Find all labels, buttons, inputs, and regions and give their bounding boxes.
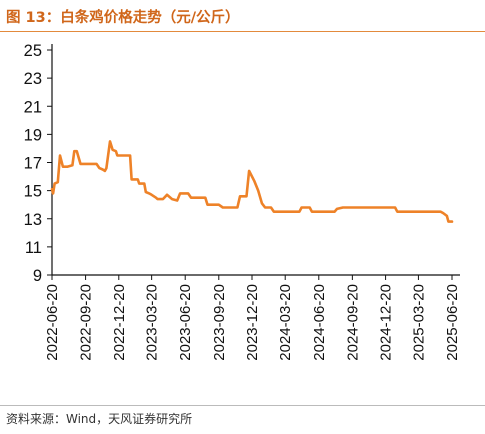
x-tick-label: 2024-06-20 — [311, 284, 328, 361]
x-tick-label: 2023-09-20 — [211, 284, 228, 361]
y-tick-label: 23 — [24, 70, 42, 88]
x-tick-label: 2023-12-20 — [244, 284, 261, 361]
x-tick-label: 2024-12-20 — [378, 284, 395, 361]
footer-divider — [0, 405, 485, 406]
y-tick-label: 9 — [33, 267, 42, 285]
x-tick-label: 2022-06-20 — [44, 284, 61, 361]
x-tick-label: 2024-03-20 — [277, 284, 294, 361]
source-note: 资料来源：Wind，天风证券研究所 — [6, 412, 193, 426]
x-tick-label: 2022-12-20 — [111, 284, 128, 361]
y-tick-label: 19 — [24, 126, 42, 144]
x-tick-label: 2023-06-20 — [177, 284, 194, 361]
y-tick-label: 11 — [25, 239, 42, 257]
x-tick-label: 2024-09-20 — [344, 284, 361, 361]
title-divider — [0, 31, 485, 32]
y-tick-label: 21 — [24, 98, 42, 116]
chart-title: 图 13：白条鸡价格走势（元/公斤） — [6, 10, 240, 26]
x-tick-label: 2025-06-20 — [444, 284, 461, 361]
price-line-chart: 9 11 13 15 17 19 21 23 25 2022-06-20 2022-09-20 202… — [24, 42, 461, 361]
y-tick-label: 15 — [24, 183, 42, 201]
y-tick-label: 25 — [24, 42, 42, 60]
x-tick-label: 2023-03-20 — [144, 284, 161, 361]
x-tick-label: 2022-09-20 — [78, 284, 95, 361]
y-tick-label: 13 — [24, 211, 42, 229]
x-tick-label: 2025-03-20 — [410, 284, 427, 361]
series-line-0 — [50, 140, 454, 223]
y-tick-label: 17 — [24, 155, 42, 173]
